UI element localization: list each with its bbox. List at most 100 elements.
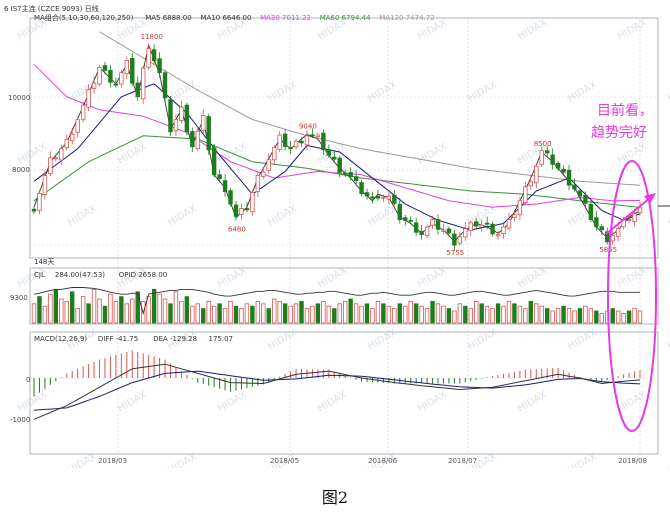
volume-bar-64 bbox=[381, 303, 386, 324]
candle-body-16 bbox=[119, 72, 124, 85]
candle-body-72 bbox=[424, 226, 430, 236]
volume-bar-26 bbox=[173, 291, 179, 324]
candle-body-57 bbox=[342, 172, 348, 175]
volume-bar-86 bbox=[501, 305, 506, 324]
macd-dea-line bbox=[33, 370, 641, 411]
volume-bar-59 bbox=[353, 303, 359, 324]
candle-body-48 bbox=[293, 140, 299, 148]
candle-body-33 bbox=[211, 147, 217, 176]
volume-bars bbox=[31, 287, 643, 324]
candle-body-26 bbox=[173, 119, 179, 132]
volume-bar-60 bbox=[359, 305, 364, 324]
candle-body-55 bbox=[332, 156, 337, 160]
candle-body-23 bbox=[157, 58, 162, 74]
macd-tick-0: 0 bbox=[26, 376, 30, 384]
candle-body-77 bbox=[452, 233, 457, 246]
volume-legend-item-2: OPID 2658.00 bbox=[119, 271, 167, 279]
volume-bar-6 bbox=[64, 300, 69, 324]
date-tick-3: 2018/07 bbox=[448, 457, 477, 465]
candle-body-25 bbox=[168, 99, 173, 133]
candle-body-93 bbox=[539, 150, 544, 165]
price-label-8500: 8500 bbox=[534, 140, 552, 148]
volume-bar-77 bbox=[452, 310, 457, 324]
price-panel bbox=[29, 17, 659, 259]
candle-body-110 bbox=[632, 213, 637, 222]
volume-bar-65 bbox=[386, 305, 392, 324]
volume-bar-101 bbox=[583, 305, 588, 324]
candle-body-98 bbox=[566, 169, 572, 186]
days-label: 148天 bbox=[34, 258, 54, 266]
candle-body-100 bbox=[577, 190, 583, 197]
volume-bar-33 bbox=[211, 305, 217, 324]
candle-body-95 bbox=[550, 154, 555, 165]
watermark-text-27: HIDAX bbox=[666, 203, 670, 228]
candle-body-3 bbox=[48, 157, 53, 175]
volume-bar-102 bbox=[588, 308, 594, 324]
open-interest-line bbox=[33, 287, 640, 316]
volume-bar-111 bbox=[637, 310, 643, 324]
volume-bar-62 bbox=[370, 308, 375, 324]
volume-bar-15 bbox=[113, 300, 119, 324]
volume-bar-1 bbox=[37, 296, 42, 324]
volume-bar-84 bbox=[490, 308, 495, 324]
volume-bar-79 bbox=[463, 305, 468, 324]
candle-body-19 bbox=[135, 82, 140, 98]
macd-legend-item-0: MACD(12,26,9) bbox=[34, 335, 87, 343]
candle-body-67 bbox=[397, 203, 402, 220]
watermark-text-41: HIDAX bbox=[666, 327, 670, 352]
macd-legend-item-2: DEA -129.28 bbox=[153, 335, 197, 343]
volume-bar-104 bbox=[599, 312, 604, 324]
volume-bar-76 bbox=[446, 308, 452, 324]
volume-bar-12 bbox=[97, 298, 102, 324]
volume-bar-80 bbox=[468, 308, 473, 324]
volume-bar-54 bbox=[326, 305, 332, 324]
candle-body-35 bbox=[222, 180, 228, 193]
volume-bar-107 bbox=[615, 310, 621, 324]
candle-body-96 bbox=[555, 162, 561, 169]
candle-body-36 bbox=[228, 190, 233, 205]
candle-body-102 bbox=[588, 203, 594, 220]
candle-body-82 bbox=[479, 224, 484, 228]
volume-bar-35 bbox=[222, 308, 228, 324]
volume-bar-37 bbox=[233, 305, 239, 324]
candle-body-79 bbox=[463, 228, 468, 238]
volume-bar-74 bbox=[435, 303, 441, 324]
volume-bar-73 bbox=[430, 300, 435, 324]
candle-body-50 bbox=[304, 135, 310, 146]
volume-bar-108 bbox=[621, 312, 626, 324]
candle-body-90 bbox=[523, 186, 528, 204]
volume-bar-83 bbox=[484, 305, 490, 324]
candle-body-107 bbox=[615, 228, 621, 237]
macd-legend: MACD(12,26,9) DIFF -41.75 DEA -129.28 175.0… bbox=[34, 335, 233, 343]
volume-bar-53 bbox=[321, 300, 326, 324]
volume-bar-57 bbox=[342, 300, 348, 324]
volume-bar-96 bbox=[555, 308, 561, 324]
volume-bar-103 bbox=[594, 310, 599, 324]
volume-bar-51 bbox=[310, 305, 315, 324]
candle-body-11 bbox=[91, 82, 97, 90]
candle-body-88 bbox=[512, 214, 517, 219]
volume-bar-31 bbox=[201, 308, 206, 324]
volume-bar-21 bbox=[146, 296, 151, 324]
kline-chart: HIDAX HIDAX HIDAX HIDAX HIDAX HIDAX HIDAX HIDAX… bbox=[4, 4, 670, 468]
candle-body-74 bbox=[435, 219, 441, 230]
candle-body-62 bbox=[370, 196, 375, 199]
volume-bar-81 bbox=[474, 300, 479, 324]
volume-bar-13 bbox=[102, 305, 108, 324]
candle-body-52 bbox=[315, 134, 321, 137]
volume-bar-16 bbox=[119, 296, 124, 324]
ma-legend: MA组合(5,10,30,60,120,250) MA5 6888.00 MA10 … bbox=[34, 13, 435, 22]
ma60-line bbox=[33, 135, 641, 208]
candle-body-31 bbox=[201, 115, 206, 131]
volume-bar-8 bbox=[75, 308, 80, 324]
volume-bar-23 bbox=[157, 293, 162, 324]
candle-body-46 bbox=[282, 133, 288, 147]
volume-bar-22 bbox=[151, 288, 157, 324]
candle-body-56 bbox=[337, 157, 342, 173]
volume-bar-58 bbox=[348, 298, 353, 324]
volume-bar-85 bbox=[495, 303, 501, 324]
candle-body-71 bbox=[419, 230, 424, 235]
volume-bar-109 bbox=[626, 310, 632, 324]
date-tick-0: 2018/03 bbox=[98, 457, 127, 465]
volume-bar-40 bbox=[250, 305, 255, 324]
